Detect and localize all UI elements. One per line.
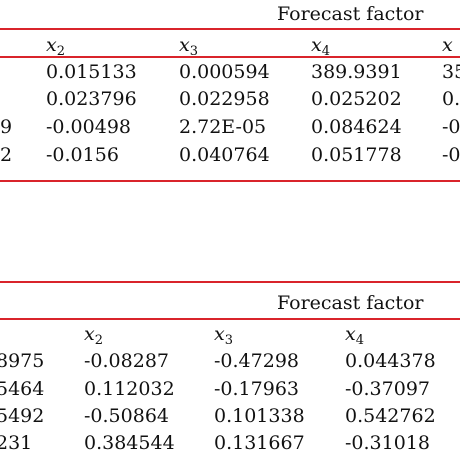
row-3-x3: 2.72E-05 — [179, 116, 267, 138]
row-2-lead: 5464 — [0, 378, 45, 400]
row-4-x5: -0 — [442, 144, 460, 166]
row-2-x4: -0.37097 — [345, 378, 430, 400]
row-4-lead: 231 — [0, 432, 33, 454]
row-2-x4: 0.025202 — [311, 88, 402, 110]
group-rule — [0, 318, 460, 320]
row-1-x5: 35 — [442, 61, 460, 83]
header-rule — [0, 56, 460, 58]
row-4-x4: 0.051778 — [311, 144, 402, 166]
row-2-x2: 0.112032 — [84, 378, 175, 400]
row-4-lead: 2 — [0, 144, 13, 166]
column-header-x3: x3 — [179, 34, 198, 59]
row-3-lead: 5492 — [0, 405, 45, 427]
column-header-x2: x2 — [46, 34, 65, 59]
row-3-x5: -0 — [442, 116, 460, 138]
row-1-x4: 0.044378 — [345, 350, 436, 372]
row-3-lead: 9 — [0, 116, 13, 138]
group-header-forecast-factor: Forecast factor — [277, 3, 424, 25]
group-header-forecast-factor: Forecast factor — [277, 292, 424, 314]
row-1-x4: 389.9391 — [311, 61, 402, 83]
row-3-x2: -0.50864 — [84, 405, 169, 427]
row-1-x2: 0.015133 — [46, 61, 137, 83]
top-rule — [0, 28, 460, 30]
row-4-x2: -0.0156 — [46, 144, 119, 166]
top-rule — [0, 281, 460, 283]
column-header-x2: x2 — [84, 323, 103, 348]
row-3-x4: 0.084624 — [311, 116, 402, 138]
row-1-x2: -0.08287 — [84, 350, 169, 372]
row-4-x2: 0.384544 — [84, 432, 175, 454]
row-2-x3: -0.17963 — [214, 378, 299, 400]
row-3-x2: -0.00498 — [46, 116, 131, 138]
row-1-x3: 0.000594 — [179, 61, 270, 83]
column-header-x4: x4 — [345, 323, 364, 348]
column-header-x4: x4 — [311, 34, 330, 59]
row-2-x3: 0.022958 — [179, 88, 270, 110]
row-4-x3: 0.131667 — [214, 432, 305, 454]
row-4-x3: 0.040764 — [179, 144, 270, 166]
row-1-lead: 8975 — [0, 350, 45, 372]
column-header-x-cut: x — [442, 34, 453, 56]
row-3-x4: 0.542762 — [345, 405, 436, 427]
row-1-x3: -0.47298 — [214, 350, 299, 372]
row-3-x3: 0.101338 — [214, 405, 305, 427]
column-header-x3: x3 — [214, 323, 233, 348]
row-2-x5: 0. — [442, 88, 460, 110]
row-2-x2: 0.023796 — [46, 88, 137, 110]
row-4-x4: -0.31018 — [345, 432, 430, 454]
bottom-rule — [0, 180, 460, 182]
